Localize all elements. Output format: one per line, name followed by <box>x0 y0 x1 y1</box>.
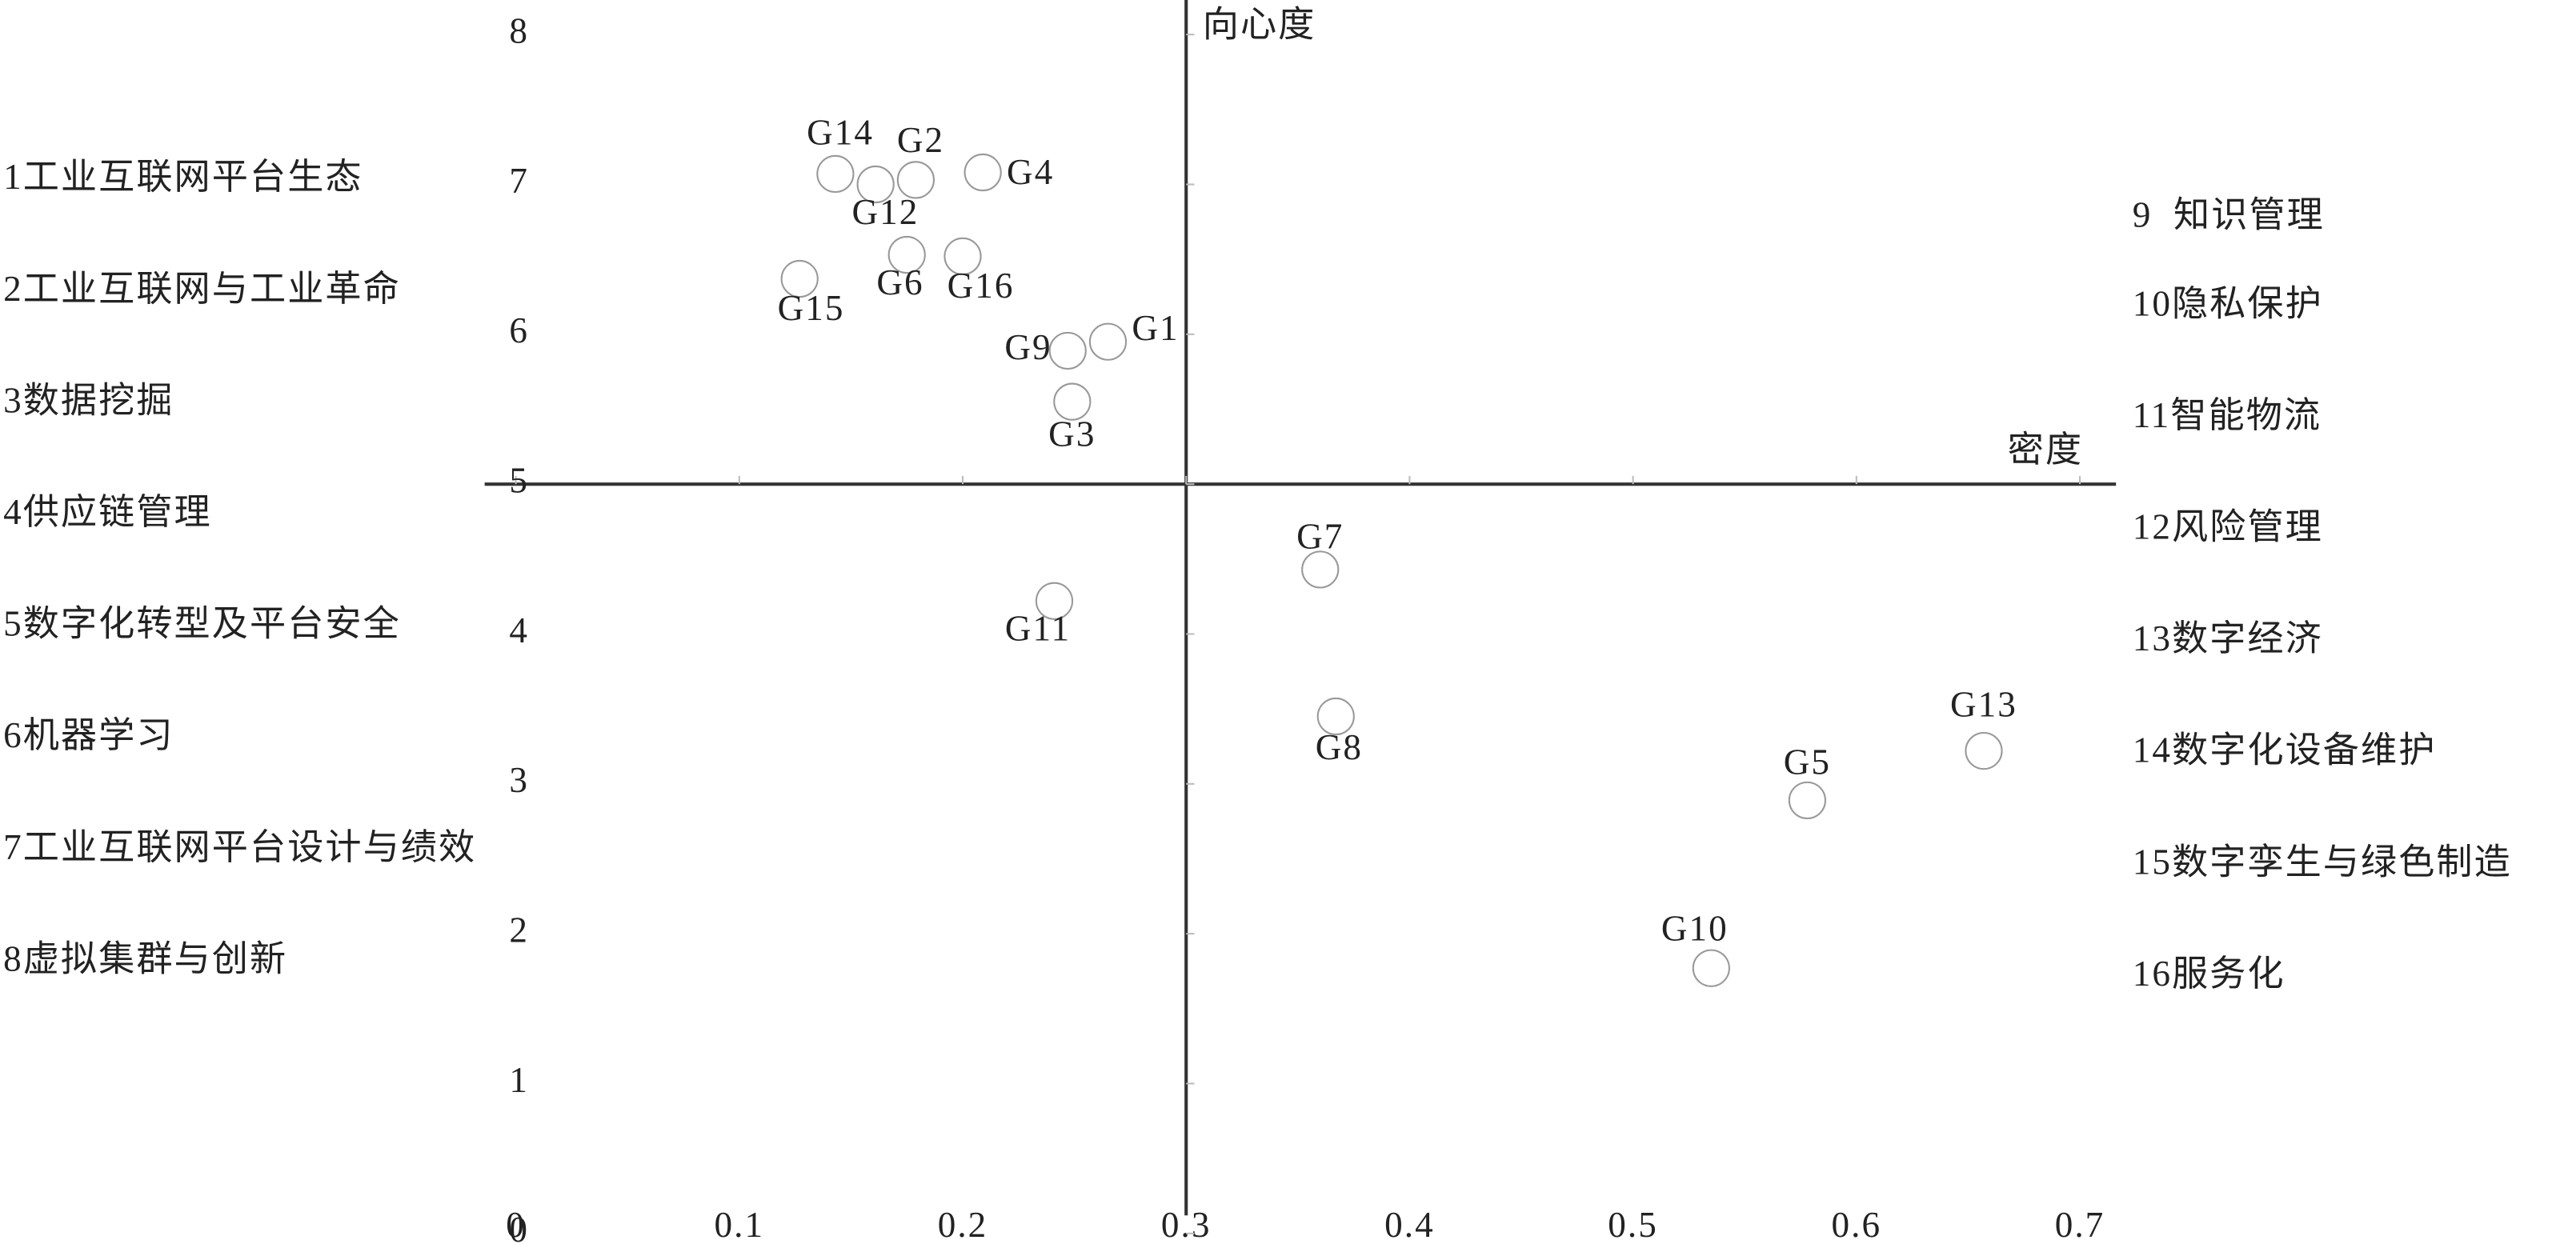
point-label: G4 <box>1007 152 1054 192</box>
point-label: G8 <box>1316 727 1363 767</box>
y-axis-title: 向心度 <box>1203 4 1316 44</box>
point-label: G10 <box>1661 908 1729 948</box>
legend-right-item: 16服务化 <box>2133 954 2286 994</box>
point-label: G15 <box>778 288 845 328</box>
point <box>780 259 819 298</box>
point <box>963 153 1002 192</box>
point-label: G2 <box>897 120 944 160</box>
y-tick-label: 4 <box>509 610 529 650</box>
y-tick-label: 2 <box>509 910 529 950</box>
x-tick-label: 0.4 <box>1384 1205 1435 1244</box>
point <box>943 237 982 276</box>
legend-right-item: 9 知识管理 <box>2133 194 2325 234</box>
point-label: G9 <box>1004 327 1052 367</box>
point-label: G3 <box>1048 414 1096 454</box>
legend-right-item: 15数字孪生与绿色制造 <box>2133 842 2512 882</box>
point <box>1053 382 1092 421</box>
point-label: G7 <box>1296 516 1344 556</box>
legend-left-item: 5数字化转型及平台安全 <box>3 604 401 644</box>
y-tick-label: 8 <box>509 11 529 51</box>
point <box>1088 322 1128 361</box>
legend-left-item: 3数据挖掘 <box>3 380 174 420</box>
legend-right-item: 14数字化设备维护 <box>2133 730 2437 770</box>
y-tick-label: 5 <box>509 461 529 501</box>
x-tick-label: 0 <box>506 1205 526 1244</box>
point-label: G12 <box>851 192 919 232</box>
x-tick-label: 0.2 <box>938 1205 988 1244</box>
x-tick-label: 0.5 <box>1608 1205 1658 1244</box>
point <box>887 235 926 274</box>
legend-left-item: 1工业互联网平台生态 <box>3 157 363 197</box>
x-tick-label: 0.6 <box>1832 1205 1882 1244</box>
point <box>1035 582 1074 620</box>
y-tick-label: 0 <box>509 1210 529 1244</box>
x-tick-label: 0.1 <box>715 1205 765 1244</box>
legend-right-item: 10隐私保护 <box>2133 283 2323 323</box>
point-label: G6 <box>876 262 923 302</box>
legend-left-item: 2工业互联网与工业革命 <box>3 269 401 309</box>
point <box>856 165 895 204</box>
point <box>1788 781 1826 820</box>
point <box>1048 331 1087 370</box>
point-label: G11 <box>1005 609 1071 649</box>
y-tick-label: 3 <box>509 760 529 800</box>
x-axis-title: 密度 <box>2008 430 2083 470</box>
legend-right-item: 11智能物流 <box>2133 395 2322 435</box>
x-tick-label: 0.7 <box>2055 1205 2105 1244</box>
point-label: G14 <box>807 113 874 153</box>
point-label: G13 <box>1950 685 2017 725</box>
point <box>1965 731 2003 770</box>
point-label: G1 <box>1132 308 1179 348</box>
legend-left-item: 7工业互联网平台设计与绩效 <box>3 827 476 867</box>
legend-right-item: 12风险管理 <box>2133 507 2323 547</box>
x-tick-label: 0.3 <box>1161 1205 1212 1244</box>
legend-right-item: 13数字经济 <box>2133 618 2323 658</box>
legend-left-item: 8虚拟集群与创新 <box>3 938 287 978</box>
y-tick-label: 6 <box>509 310 529 350</box>
point <box>896 161 935 199</box>
point <box>1301 550 1340 589</box>
y-tick-label: 1 <box>509 1060 529 1100</box>
point-label: G16 <box>947 266 1015 306</box>
point-label: G5 <box>1784 742 1831 782</box>
y-tick-label: 7 <box>509 161 529 201</box>
point <box>1316 697 1355 736</box>
point <box>816 154 855 193</box>
legend-left-item: 6机器学习 <box>3 715 174 755</box>
point <box>1692 949 1730 987</box>
legend-left-item: 4供应链管理 <box>3 492 212 532</box>
